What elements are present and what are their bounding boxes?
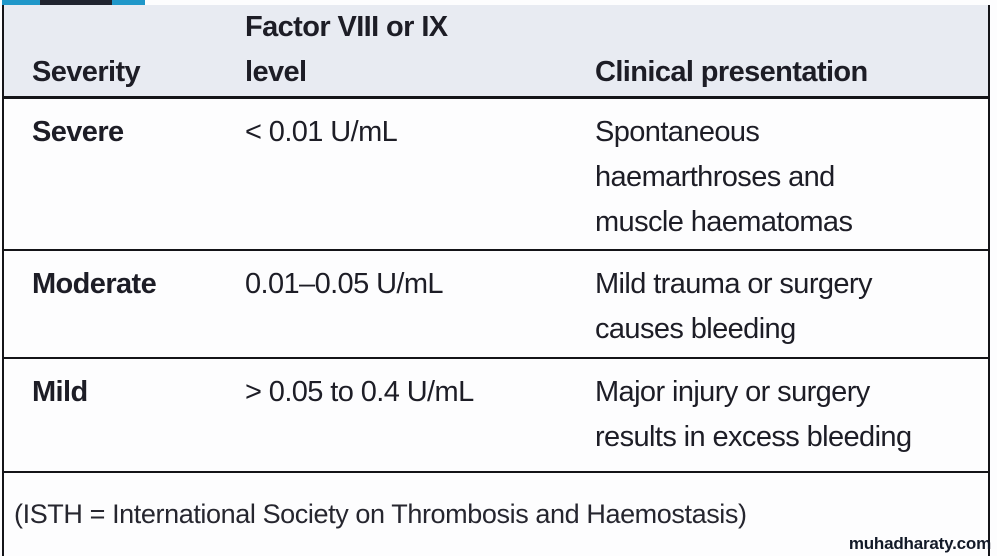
- table-row-mild: Mild > 0.05 to 0.4 U/mL Major injury or …: [4, 359, 988, 473]
- clinical-presentation-cell: Spontaneous haemarthroses and muscle hae…: [595, 116, 853, 238]
- site-watermark: muhadharaty.com: [848, 534, 991, 553]
- factor-level-cell: > 0.05 to 0.4 U/mL: [245, 376, 474, 408]
- haemophilia-severity-table: Severity Factor VIII or IX level Clinica…: [2, 5, 990, 556]
- table-footnote: (ISTH = International Society on Thrombo…: [14, 499, 747, 529]
- factor-level-cell: < 0.01 U/mL: [245, 116, 398, 148]
- severity-cell: Severe: [32, 116, 124, 148]
- clinical-presentation-cell: Mild trauma or surgery causes bleeding: [595, 268, 872, 345]
- severity-cell: Moderate: [32, 268, 157, 300]
- table-row-moderate: Moderate 0.01–0.05 U/mL Mild trauma or s…: [4, 251, 988, 359]
- table-row-severe: Severe < 0.01 U/mL Spontaneous haemarthr…: [4, 99, 988, 251]
- top-edge-decoration: [2, 0, 145, 5]
- clinical-presentation-cell: Major injury or surgery results in exces…: [595, 376, 912, 453]
- header-severity: Severity: [32, 56, 141, 88]
- teal-strip-segment: [112, 0, 145, 5]
- factor-level-cell: 0.01–0.05 U/mL: [245, 268, 444, 300]
- teal-strip-segment: [2, 0, 40, 5]
- header-clinical-presentation: Clinical presentation: [595, 56, 868, 88]
- black-strip-segment: [40, 0, 112, 5]
- header-factor-level: Factor VIII or IX level: [245, 11, 448, 88]
- severity-cell: Mild: [32, 376, 88, 408]
- table-header-row: Severity Factor VIII or IX level Clinica…: [4, 5, 988, 99]
